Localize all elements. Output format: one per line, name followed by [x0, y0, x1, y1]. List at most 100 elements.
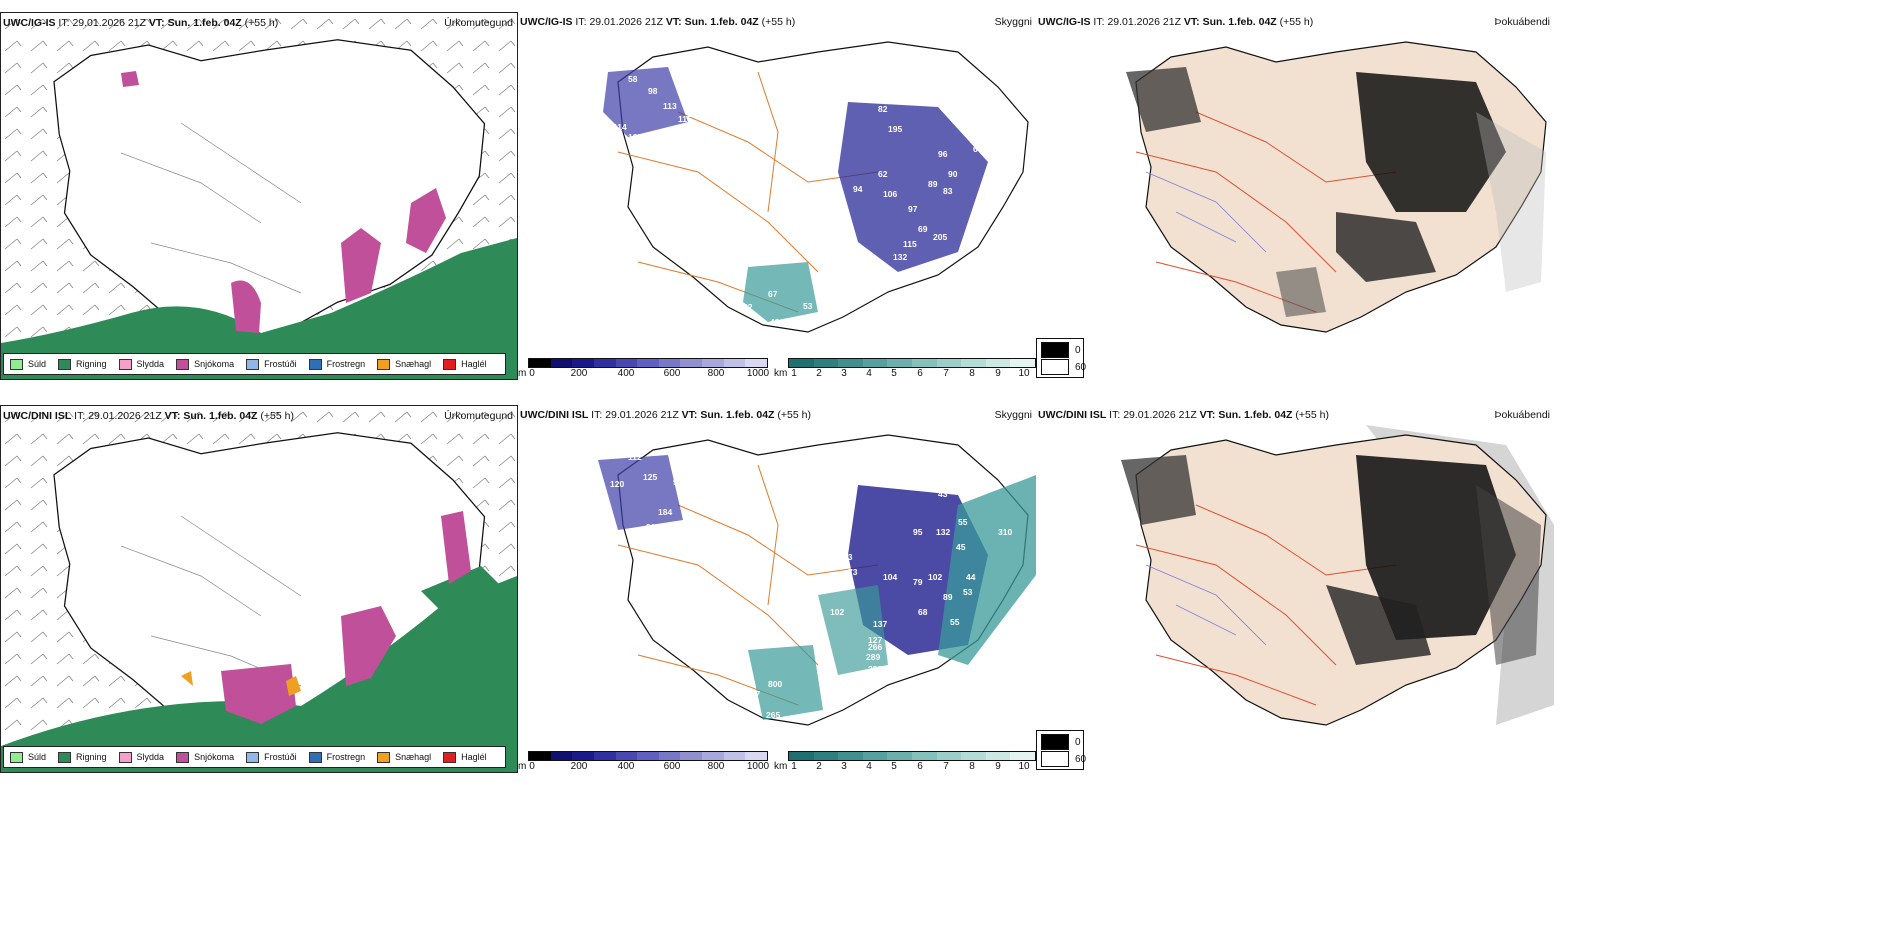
svg-text:114: 114: [868, 259, 882, 269]
panel-title: Skyggni: [994, 16, 1032, 28]
svg-text:82: 82: [743, 302, 753, 312]
svg-text:43: 43: [938, 489, 948, 499]
svg-text:205: 205: [933, 232, 947, 242]
svg-text:98: 98: [898, 447, 908, 457]
legend-item: Rigning: [58, 358, 107, 370]
svg-text:195: 195: [888, 124, 902, 134]
svg-text:115: 115: [903, 239, 917, 249]
svg-text:73: 73: [843, 552, 853, 562]
svg-text:55: 55: [958, 517, 968, 527]
svg-text:83: 83: [968, 129, 978, 139]
svg-text:62: 62: [878, 169, 888, 179]
legend-item: Haglél: [443, 358, 487, 370]
svg-text:68: 68: [963, 492, 973, 502]
svg-text:104: 104: [883, 572, 897, 582]
panel-header: UWC/IG-IS IT: 29.01.2026 21Z VT: Sun. 1.…: [1038, 16, 1314, 28]
legend-item: Frostregn: [308, 751, 365, 763]
fog-map: [1121, 425, 1554, 726]
cloud-base-colorbar: m 0 200 400 600 800 1000: [518, 358, 769, 380]
panel-title: Skyggni: [994, 409, 1032, 421]
svg-text:125: 125: [643, 472, 657, 482]
svg-text:113: 113: [663, 101, 677, 111]
svg-text:55: 55: [653, 139, 663, 149]
panel-header: UWC/IG-IS IT: 29.01.2026 21Z VT: Sun. 1.…: [520, 16, 796, 28]
svg-text:112: 112: [628, 452, 642, 462]
cloud-base-colorbar: m 0 200 400 600 800 1000: [518, 751, 769, 773]
svg-text:137: 137: [873, 619, 887, 629]
svg-text:139: 139: [628, 132, 642, 142]
svg-text:68: 68: [918, 607, 928, 617]
precip-map: [1, 13, 517, 379]
svg-text:73: 73: [848, 567, 858, 577]
panel-header: UWC/DINI ISL IT: 29.01.2026 21Z VT: Sun.…: [520, 409, 811, 421]
legend-item: Súld: [10, 751, 46, 763]
cloud-labels: 58 98 113 115 139 55 114 82 195 105 83 6…: [613, 74, 983, 327]
visibility-panel-row2: UWC/DINI ISL IT: 29.01.2026 21Z VT: Sun.…: [518, 405, 1036, 773]
precip-legend: Súld Rigning Slydda Snjókoma Frostúði Fr…: [3, 746, 506, 768]
fog-legend: 0 60: [1036, 338, 1086, 378]
legend-item: Frostúði: [246, 358, 297, 370]
svg-text:289: 289: [866, 652, 880, 662]
svg-text:105: 105: [958, 114, 972, 124]
svg-text:102: 102: [928, 572, 942, 582]
svg-text:266: 266: [868, 642, 882, 652]
cloud-labels: 112 120 125 98 184 91 90 98 68 43 220 73…: [610, 447, 1012, 720]
svg-text:58: 58: [628, 74, 638, 84]
precip-panel-row2: UWC/DINI ISL IT: 29.01.2026 21Z VT: Sun.…: [0, 405, 518, 773]
panel-title: Þokuábendi: [1494, 409, 1550, 421]
svg-text:97: 97: [908, 204, 918, 214]
legend-item: Snjókoma: [176, 358, 234, 370]
visibility-colorbar: km 1 2 3 4 5 6 7 8 9 10: [774, 751, 1036, 773]
visibility-map: 58 98 113 115 139 55 114 82 195 105 83 6…: [603, 41, 1029, 333]
fog-legend: 0 60: [1036, 730, 1086, 770]
svg-text:298: 298: [868, 664, 882, 674]
svg-text:99: 99: [826, 226, 836, 236]
fog-panel-row1: UWC/IG-IS IT: 29.01.2026 21Z VT: Sun. 1.…: [1036, 12, 1554, 380]
svg-text:132: 132: [893, 252, 907, 262]
legend-item: Snæhagl: [377, 751, 431, 763]
svg-text:69: 69: [918, 224, 928, 234]
svg-text:79: 79: [913, 577, 923, 587]
svg-text:53: 53: [803, 301, 813, 311]
legend-item: Slydda: [118, 358, 164, 370]
panel-header: UWC/IG-IS IT: 29.01.2026 21Z VT: Sun. 1.…: [3, 17, 279, 29]
precip-panel-row1: UWC/IG-IS IT: 29.01.2026 21Z VT: Sun. 1.…: [0, 12, 518, 380]
svg-text:120: 120: [610, 479, 624, 489]
svg-text:184: 184: [658, 507, 672, 517]
svg-text:265: 265: [766, 710, 780, 720]
svg-text:102: 102: [830, 607, 844, 617]
svg-text:83: 83: [943, 186, 953, 196]
legend-item: Frostregn: [308, 358, 365, 370]
svg-text:89: 89: [943, 592, 953, 602]
visibility-colorbar: km 1 2 3 4 5 6 7 8 9 10: [774, 358, 1036, 380]
svg-text:96: 96: [938, 149, 948, 159]
svg-text:310: 310: [998, 527, 1012, 537]
svg-text:90: 90: [893, 467, 903, 477]
panel-title: Þokuábendi: [1494, 16, 1550, 28]
legend-item: Snæhagl: [377, 358, 431, 370]
svg-text:115: 115: [678, 114, 692, 124]
panel-title: Úrkomutegund: [444, 17, 513, 29]
svg-text:53: 53: [963, 587, 973, 597]
panel-header: UWC/DINI ISL IT: 29.01.2026 21Z VT: Sun.…: [3, 410, 294, 422]
fog-map: [1126, 41, 1547, 333]
svg-text:800: 800: [768, 679, 782, 689]
svg-text:44: 44: [966, 572, 976, 582]
svg-text:220: 220: [805, 537, 819, 547]
svg-text:132: 132: [873, 274, 887, 284]
legend-item: Súld: [10, 358, 46, 370]
svg-text:94: 94: [853, 184, 863, 194]
svg-text:55: 55: [950, 617, 960, 627]
svg-text:267: 267: [746, 689, 760, 699]
svg-text:64: 64: [973, 144, 983, 154]
svg-text:43: 43: [770, 317, 780, 327]
svg-text:95: 95: [913, 527, 923, 537]
legend-item: Frostúði: [246, 751, 297, 763]
legend-item: Snjókoma: [176, 751, 234, 763]
svg-text:45: 45: [956, 542, 966, 552]
svg-text:89: 89: [928, 179, 938, 189]
svg-text:90: 90: [948, 169, 958, 179]
svg-text:82: 82: [878, 104, 888, 114]
precip-map: [1, 406, 517, 772]
svg-text:67: 67: [768, 289, 778, 299]
